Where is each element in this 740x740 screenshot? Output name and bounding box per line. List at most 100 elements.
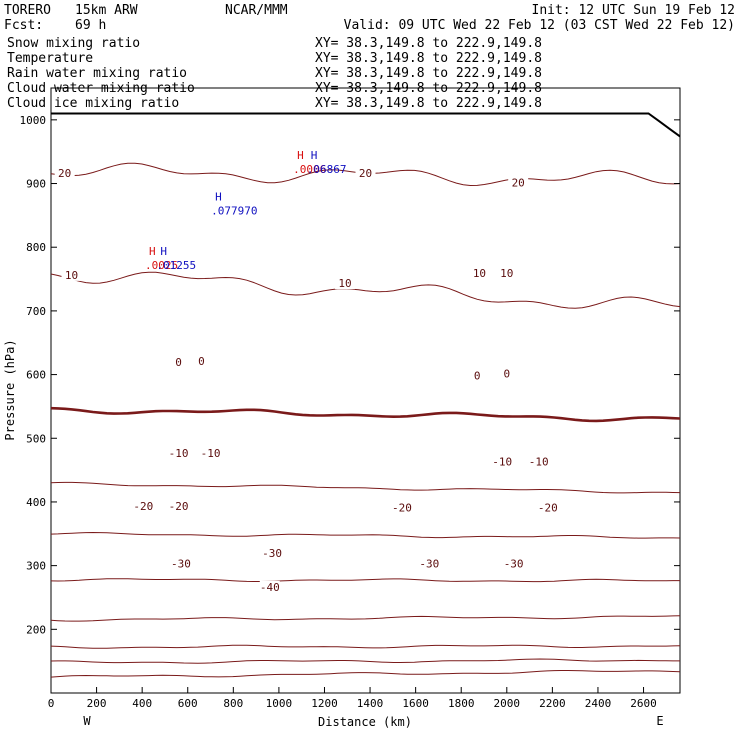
isotherm-line <box>50 658 680 664</box>
y-tick-label: 900 <box>26 178 46 191</box>
isotherm-label: 0 <box>474 369 481 382</box>
isotherm-line <box>50 644 681 649</box>
x-tick-label: 2400 <box>585 697 612 710</box>
init-time: Init: 12 UTC Sun 19 Feb 12 <box>532 3 736 18</box>
isotherm-label: 0 <box>198 355 205 368</box>
legend-field-endpoints: XY= 38.3,149.8 to 222.9,149.8 <box>315 96 542 111</box>
x-tick-label: 1800 <box>448 697 475 710</box>
isotherm-label-mask <box>508 176 529 189</box>
isotherm-label: -10 <box>201 447 221 460</box>
isotherm-label: -20 <box>538 501 558 514</box>
legend-field-name: Temperature <box>7 51 93 66</box>
west-end-label: W <box>83 714 91 728</box>
y-tick-label: 300 <box>26 560 46 573</box>
model-name: TORERO <box>4 3 51 18</box>
isotherm-label-mask <box>168 356 189 369</box>
x-tick-label: 0 <box>48 697 55 710</box>
isotherm-line <box>50 615 681 622</box>
isotherm-label-mask <box>191 354 212 367</box>
isotherm-label-mask <box>170 557 191 570</box>
maximum-marker-letter: H <box>297 149 304 162</box>
isotherm-label-mask <box>54 166 75 179</box>
isotherm-label: 10 <box>473 267 486 280</box>
maximum-marker-value: .0006 <box>293 163 326 176</box>
isotherm-label-layer: -40 -30 -30 -30 -30 -20 -20 -20 -20 -10 -10 -10 -10 0… <box>54 166 558 594</box>
y-tick-label: 500 <box>26 432 46 445</box>
isotherm-label-mask <box>492 455 513 468</box>
y-tick-label: 400 <box>26 496 46 509</box>
isotherm-label-mask <box>391 501 412 514</box>
isotherm-label: -10 <box>169 447 189 460</box>
isotherm-label: 20 <box>512 177 525 190</box>
y-tick-label: 1000 <box>20 114 47 127</box>
isotherm-label-mask <box>469 266 490 279</box>
y-tick-label: 800 <box>26 241 46 254</box>
maximum-marker-value: .0025 <box>145 259 178 272</box>
isotherm-label: -20 <box>169 500 189 513</box>
isotherm-label-mask <box>168 447 189 460</box>
isotherm-line <box>50 531 681 539</box>
isotherm-label-mask <box>528 455 549 468</box>
isotherm-label: -30 <box>262 547 282 560</box>
model-resolution: 15km ARW <box>75 3 138 18</box>
isotherm-label-mask <box>133 500 154 513</box>
isotherm-label-mask <box>496 367 517 380</box>
forecast-hours: 69 h <box>75 18 106 33</box>
legend-field-endpoints: XY= 38.3,149.8 to 222.9,149.8 <box>315 51 542 66</box>
isotherm-label-mask <box>467 369 488 382</box>
isotherm-label: -40 <box>260 581 280 594</box>
x-tick-label: 600 <box>178 697 198 710</box>
isotherm-label: 10 <box>65 269 78 282</box>
isotherm-label: 10 <box>500 267 513 280</box>
isotherm-line <box>50 670 681 678</box>
x-tick-label: 2600 <box>630 697 657 710</box>
axes-layer: 0 200 400 600 800 1000 1200 1400 1600 1800 2000 220… <box>20 114 680 710</box>
maximum-marker-value: .06867 <box>307 163 347 176</box>
isotherm-line <box>50 481 681 494</box>
isotherm-label-mask <box>200 447 221 460</box>
isotherm-line <box>50 578 680 583</box>
valid-time: Valid: 09 UTC Wed 22 Feb 12 (03 CST Wed … <box>344 18 735 33</box>
isotherm-label-mask <box>262 547 283 560</box>
maximum-marker-letter: H <box>160 245 167 258</box>
maximum-marker-value: .01255 <box>156 259 196 272</box>
isotherm-label: -30 <box>504 557 524 570</box>
y-tick-label: 600 <box>26 369 46 382</box>
legend-field-endpoints: XY= 38.3,149.8 to 222.9,149.8 <box>315 36 542 51</box>
center-name: NCAR/MMM <box>225 3 288 18</box>
isotherm-label-mask <box>259 580 280 593</box>
isotherm-label: -20 <box>392 501 412 514</box>
isotherm-label-mask <box>61 268 82 281</box>
legend-field-name: Cloud ice mixing ratio <box>7 96 179 111</box>
maximum-marker-value: .077970 <box>211 205 257 218</box>
legend-field-endpoints: XY= 38.3,149.8 to 222.9,149.8 <box>315 66 542 81</box>
isotherm-label-mask <box>503 557 524 570</box>
y-tick-label: 200 <box>26 623 46 636</box>
isotherm-label: 0 <box>175 356 182 369</box>
isotherm-line <box>50 406 681 423</box>
forecast-label: Fcst: <box>4 18 43 33</box>
x-axis-title: Distance (km) <box>318 715 412 729</box>
isotherm-label-mask <box>419 557 440 570</box>
x-tick-label: 200 <box>87 697 107 710</box>
isotherm-label-mask <box>355 166 376 179</box>
isotherm-label-mask <box>334 277 355 290</box>
x-tick-label: 1000 <box>266 697 293 710</box>
isotherm-label: -10 <box>529 455 549 468</box>
x-tick-label: 1600 <box>402 697 429 710</box>
isotherm-label: 10 <box>338 277 351 290</box>
x-tick-label: 400 <box>132 697 152 710</box>
legend-field-name: Snow mixing ratio <box>7 36 140 51</box>
maximum-marker-letter: H <box>311 149 318 162</box>
terrain-layer <box>51 112 681 138</box>
isotherm-label-mask <box>496 266 517 279</box>
x-tick-label: 1200 <box>311 697 338 710</box>
terrain-line <box>51 112 681 138</box>
plot-frame <box>50 87 681 694</box>
isotherm-label: -30 <box>419 557 439 570</box>
isotherm-layer <box>50 162 681 678</box>
x-tick-label: 1400 <box>357 697 384 710</box>
